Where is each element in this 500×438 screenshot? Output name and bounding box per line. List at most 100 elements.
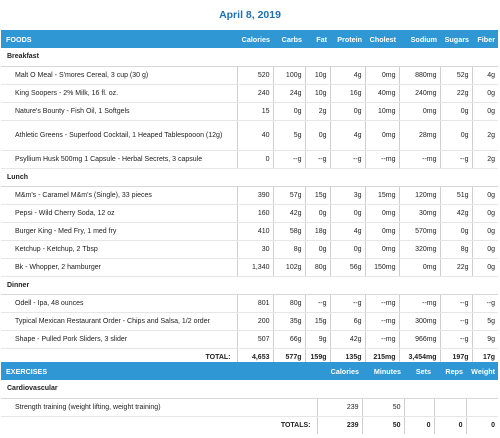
food-value: --mg [365, 294, 400, 313]
total-value: 4,653 [237, 348, 274, 366]
food-value: 880mg [399, 66, 441, 85]
food-value: 80g [305, 258, 331, 277]
food-value: --g [440, 294, 473, 313]
food-value: --g [330, 294, 366, 313]
food-value: 240mg [399, 84, 441, 103]
food-value: 0mg [365, 204, 400, 223]
food-value: 57g [273, 186, 306, 205]
food-value: 0mg [365, 120, 400, 151]
food-row: Psyllium Husk 500mg 1 Capsule - Herbal S… [1, 150, 498, 169]
food-value: 35g [273, 312, 306, 331]
food-value: 0mg [365, 240, 400, 259]
food-name: King Soopers - 2% Milk, 16 fl. oz. [1, 84, 238, 103]
food-value: 0g [472, 240, 498, 259]
meal-header-dinner: Dinner [1, 276, 498, 295]
food-value: 2g [305, 102, 331, 121]
food-value: 15mg [365, 186, 400, 205]
food-value: 0mg [365, 222, 400, 241]
foods-header-row: FOODS Calories Carbs Fat Protein Cholest Sodiu… [1, 30, 498, 48]
exercise-name: Strength training (weight lifting, weigh… [1, 398, 318, 417]
food-value: --g [472, 294, 498, 313]
food-row: Pepsi - Wild Cherry Soda, 12 oz 160 42g 0g 0… [1, 204, 498, 223]
food-row: Shape - Pulled Pork Sliders, 3 slider 507… [1, 330, 498, 349]
food-value: 40 [237, 120, 274, 151]
column-header-calories: Calories [317, 362, 362, 380]
food-value: 66g [273, 330, 306, 349]
food-value: 5g [273, 120, 306, 151]
food-name: Psyllium Husk 500mg 1 Capsule - Herbal S… [1, 150, 238, 169]
food-value: 2g [472, 120, 498, 151]
food-row: Ketchup - Ketchup, 2 Tbsp 30 8g 0g 0g 0mg 320m… [1, 240, 498, 259]
column-header-carbs: Carbs [273, 30, 305, 48]
food-value: --mg [365, 150, 400, 169]
food-value: 966mg [399, 330, 441, 349]
food-value: --mg [365, 312, 400, 331]
total-value: 215mg [365, 348, 400, 366]
food-row: Typical Mexican Restaurant Order - Chips… [1, 312, 498, 331]
food-value: 4g [330, 66, 366, 85]
food-value: 28mg [399, 120, 441, 151]
column-header-cholest: Cholest [365, 30, 399, 48]
food-value: --g [440, 330, 473, 349]
food-value: 4g [330, 120, 366, 151]
food-value: 3g [330, 186, 366, 205]
food-name: Pepsi - Wild Cherry Soda, 12 oz [1, 204, 238, 223]
food-value: 10mg [365, 102, 400, 121]
food-value: 570mg [399, 222, 441, 241]
food-name: Odell - Ipa, 48 ounces [1, 294, 238, 313]
food-name: Shape - Pulled Pork Sliders, 3 slider [1, 330, 238, 349]
food-value: 30mg [399, 204, 441, 223]
food-value: 240 [237, 84, 274, 103]
exercises-totals-row: TOTALS: 239 50 0 0 0 [1, 416, 498, 434]
food-value: 0g [440, 222, 473, 241]
food-row: Nature's Bounty - Fish Oil, 1 Softgels 15… [1, 102, 498, 121]
food-value: --g [305, 294, 331, 313]
food-value: 8g [273, 240, 306, 259]
food-value: 102g [273, 258, 306, 277]
food-value: 1,340 [237, 258, 274, 277]
food-value: 16g [330, 84, 366, 103]
food-value: 24g [273, 84, 306, 103]
food-value: 0g [440, 102, 473, 121]
meal-header-breakfast: Breakfast [1, 48, 498, 67]
food-value: 0g [330, 204, 366, 223]
food-value: 52g [440, 66, 473, 85]
food-row: Athletic Greens - Superfood Cocktail, 1 … [1, 120, 498, 151]
column-header-fat: Fat [305, 30, 330, 48]
food-value: 200 [237, 312, 274, 331]
total-value: 239 [317, 416, 363, 434]
food-value: 0g [472, 186, 498, 205]
food-name: Ketchup - Ketchup, 2 Tbsp [1, 240, 238, 259]
food-row: M&m's - Caramel M&m's (Single), 33 piece… [1, 186, 498, 205]
total-value: 0 [491, 421, 495, 429]
food-name: Athletic Greens - Superfood Cocktail, 1 … [1, 120, 238, 151]
column-header-weight: Weight [466, 362, 498, 380]
food-value: 150mg [365, 258, 400, 277]
total-value: 0 [404, 416, 435, 434]
foods-totals-row: TOTAL: 4,653 577g 159g 135g 215mg 3,454mg 197g 1… [1, 348, 498, 366]
food-value: --mg [399, 150, 441, 169]
totals-label: TOTALS: [1, 416, 318, 434]
food-value: 15g [305, 186, 331, 205]
food-value: --mg [399, 294, 441, 313]
food-value: 9g [305, 330, 331, 349]
food-value: 0g [305, 120, 331, 151]
food-value: 4g [472, 66, 498, 85]
foods-section-title: FOODS [1, 30, 237, 48]
food-row: Bk - Whopper, 2 hamburger 1,340 102g 80g 56g… [1, 258, 498, 277]
food-value: 58g [273, 222, 306, 241]
food-value: 9g [472, 330, 498, 349]
column-header-sets: Sets [404, 362, 434, 380]
meal-name: Breakfast [1, 48, 498, 67]
food-value: --g [440, 312, 473, 331]
exercises-table: EXERCISES Calories Minutes Sets Reps Weight C… [1, 362, 498, 434]
food-name: Nature's Bounty - Fish Oil, 1 Softgels [1, 102, 238, 121]
food-row: Malt O Meal - S'mores Cereal, 3 cup (30 … [1, 66, 498, 85]
food-value: 0g [273, 102, 306, 121]
exercises-section-title: EXERCISES [1, 362, 317, 380]
total-value: 159g [305, 348, 331, 366]
food-value: 0g [472, 204, 498, 223]
total-value: 135g [330, 348, 366, 366]
exercise-category-name: Cardiovascular [1, 380, 498, 399]
food-value: --g [273, 150, 306, 169]
